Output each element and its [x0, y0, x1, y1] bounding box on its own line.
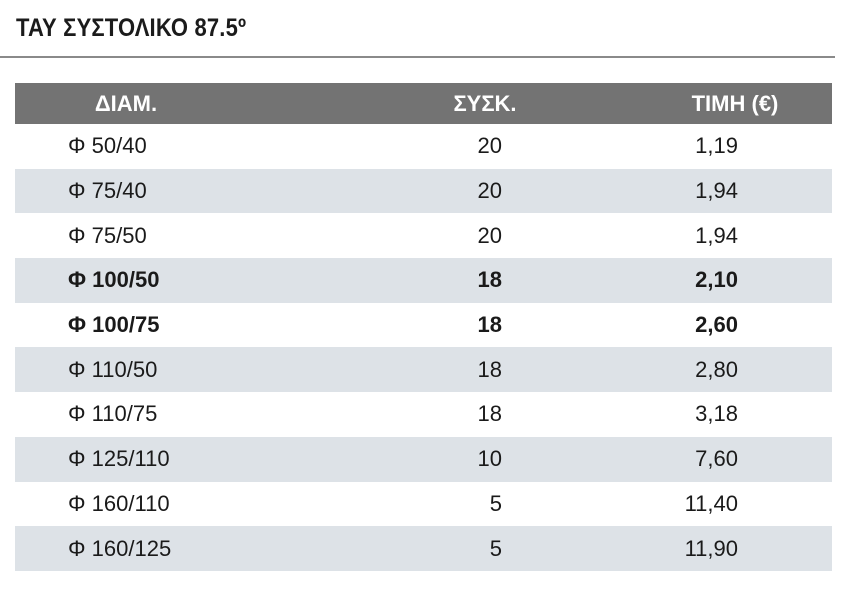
cell-price: 2,80 [695, 356, 738, 382]
cell-diameter: Φ 110/75 [68, 401, 158, 427]
table-row: Φ 160/110 5 11,40 [15, 482, 832, 527]
table-row: Φ 100/50 18 2,10 [15, 258, 832, 303]
cell-diameter: Φ 100/75 [68, 312, 160, 338]
cell-price: 7,60 [695, 446, 738, 472]
title-divider [0, 56, 835, 58]
table-row: Φ 75/50 20 1,94 [15, 213, 832, 258]
header-diameter: ΔΙΑΜ. [94, 90, 158, 116]
cell-package: 18 [477, 356, 502, 382]
cell-diameter: Φ 110/50 [68, 356, 158, 382]
header-package: ΣΥΣΚ. [453, 90, 517, 116]
cell-package: 18 [477, 312, 502, 338]
cell-diameter: Φ 125/110 [68, 446, 170, 472]
cell-price: 2,10 [695, 267, 738, 293]
table-row: Φ 160/125 5 11,90 [15, 526, 832, 571]
cell-package: 18 [477, 267, 502, 293]
cell-package: 20 [477, 222, 502, 248]
cell-price: 11,40 [684, 490, 738, 516]
table-row: Φ 50/40 20 1,19 [15, 124, 832, 169]
cell-package: 20 [477, 133, 502, 159]
cell-diameter: Φ 50/40 [68, 133, 147, 159]
cell-package: 5 [489, 490, 502, 516]
cell-diameter: Φ 75/50 [68, 222, 147, 248]
table-row: Φ 110/75 18 3,18 [15, 392, 832, 437]
cell-price: 3,18 [695, 401, 738, 427]
cell-diameter: Φ 160/125 [68, 535, 172, 561]
cell-price: 11,90 [684, 535, 738, 561]
table-header: ΔΙΑΜ. ΣΥΣΚ. ΤΙΜΗ (€) [15, 83, 832, 124]
table-body: Φ 50/40 20 1,19 Φ 75/40 20 1,94 Φ 75/50 20 1,94 Φ… [15, 124, 832, 571]
header-price: ΤΙΜΗ (€) [691, 90, 779, 116]
cell-price: 2,60 [695, 312, 738, 338]
cell-diameter: Φ 100/50 [68, 267, 160, 293]
cell-price: 1,94 [695, 178, 738, 204]
page-title: ΤΑΥ ΣΥΣΤΟΛΙΚΟ 87.5º [16, 14, 247, 42]
cell-package: 20 [477, 178, 502, 204]
cell-price: 1,19 [695, 133, 738, 159]
cell-price: 1,94 [695, 222, 738, 248]
cell-package: 10 [477, 446, 502, 472]
table-row: Φ 75/40 20 1,94 [15, 168, 832, 214]
cell-diameter: Φ 75/40 [68, 178, 147, 204]
cell-package: 5 [489, 535, 502, 561]
table-row: Φ 110/50 18 2,80 [15, 347, 832, 393]
cell-diameter: Φ 160/110 [68, 490, 170, 516]
cell-package: 18 [477, 401, 502, 427]
price-table: ΔΙΑΜ. ΣΥΣΚ. ΤΙΜΗ (€) Φ 50/40 20 1,19 Φ 75/4… [15, 83, 832, 571]
table-row: Φ 125/110 10 7,60 [15, 436, 832, 482]
table-row: Φ 100/75 18 2,60 [15, 303, 832, 348]
